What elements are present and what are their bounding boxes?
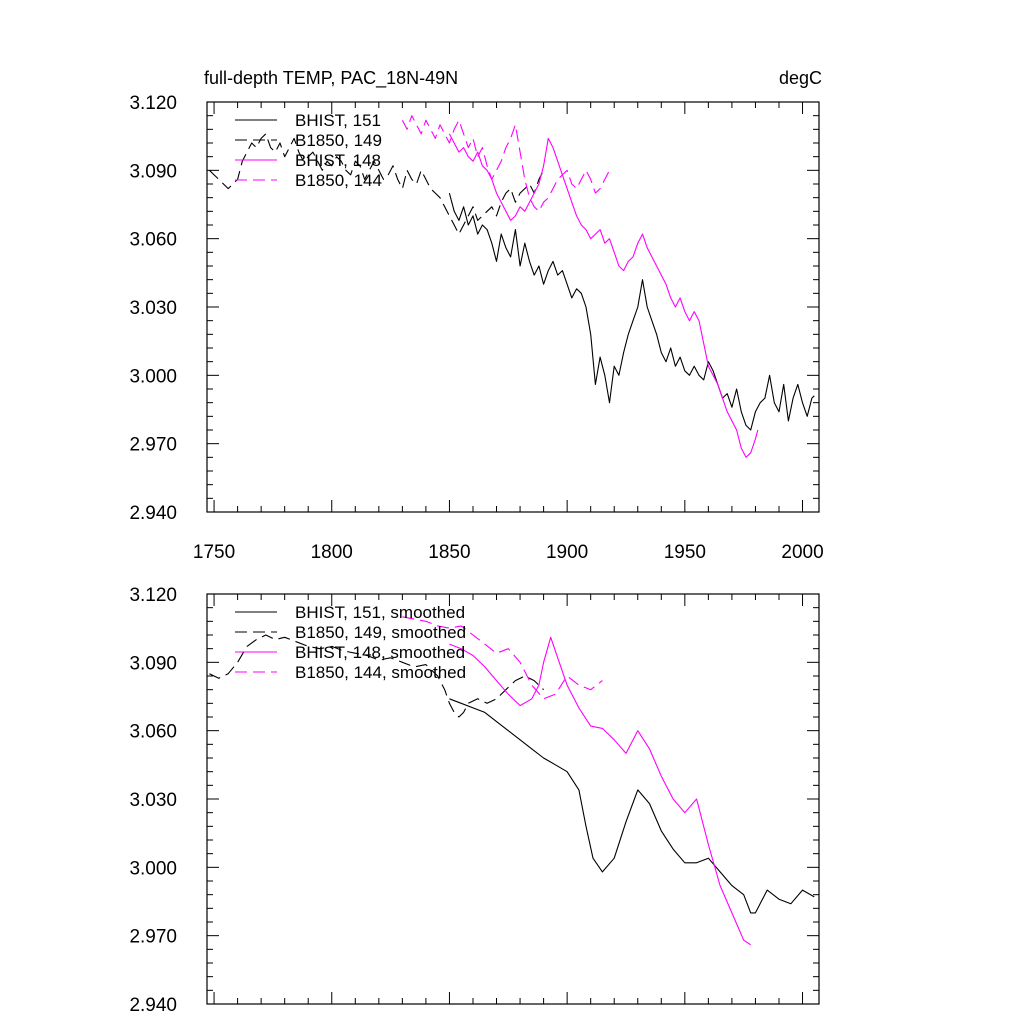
y-tick-label: 3.000 [129,366,177,387]
y-tick-label: 3.090 [129,653,177,674]
series-line-b1850-149-smoothed [209,634,544,718]
y-tick-label: 3.120 [129,93,177,114]
x-tick-label: 1800 [311,542,353,563]
x-tick-label: 2000 [781,542,823,563]
series-group [209,115,815,458]
x-tick-label: 1750 [193,542,235,563]
series-line-b1850-149 [209,133,545,235]
y-tick-label: 3.060 [129,230,177,251]
series-line-bhist-151 [448,192,815,431]
y-tick-label: 3.120 [129,585,177,606]
x-tick-label: 1850 [428,542,470,563]
legend-label: B1850, 144, smoothed [295,663,466,682]
y-tick-label: 3.000 [129,858,177,879]
y-tick-label: 3.030 [129,298,177,319]
legend-label: B1850, 144 [295,171,382,190]
y-tick-label: 2.940 [129,503,177,524]
y-tick-label: 2.970 [129,927,177,948]
chart-title: full-depth TEMP, PAC_18N-49N [204,68,458,89]
legend-label: B1850, 149 [295,131,382,150]
units-label: degC [779,68,822,88]
series-group [209,616,815,946]
bottom-plot: 3.120 3.090 3.060 3.030 3.000 2.970 2.940 BHIST… [129,585,820,1016]
top-plot: 3.120 3.090 3.060 3.030 3.000 2.970 2.940 1750 1… [129,68,823,563]
legend-label: BHIST, 151, smoothed [295,603,465,622]
y-tick-label: 3.060 [129,722,177,743]
y-tick-label: 3.090 [129,161,177,182]
y-tick-label: 3.030 [129,790,177,811]
series-line-bhist-148 [448,133,759,458]
x-tick-label: 1900 [546,542,588,563]
series-line-b1850-144 [401,115,610,212]
x-tick-label: 1950 [664,542,706,563]
series-line-bhist-151-smoothed [449,698,815,914]
legend-label: BHIST, 148 [295,151,381,170]
y-tick-label: 2.940 [129,995,177,1016]
series-line-bhist-148-smoothed [449,636,752,946]
series-line-b1850-144-smoothed [402,616,603,700]
y-tick-label: 2.970 [129,435,177,456]
legend-label: BHIST, 151 [295,111,381,130]
legend-label: BHIST, 148, smoothed [295,643,465,662]
legend-label: B1850, 149, smoothed [295,623,466,642]
